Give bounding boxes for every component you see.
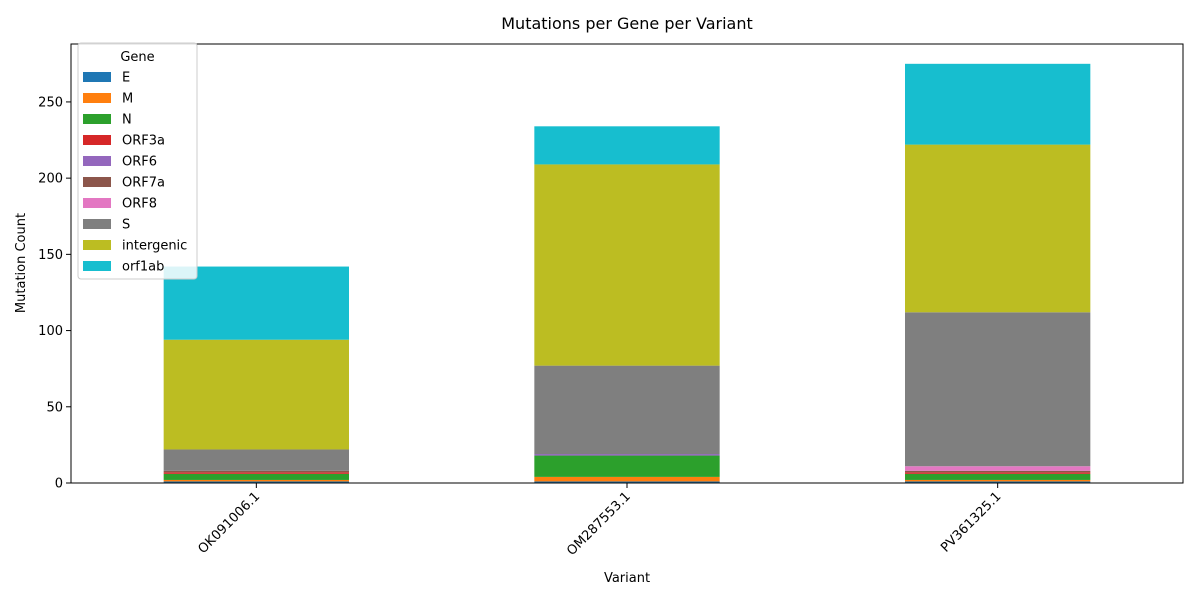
legend-label-intergenic: intergenic (122, 239, 187, 254)
legend-label-n: N (122, 113, 132, 128)
legend-label-e: E (122, 71, 130, 86)
legend-label-orf7a: ORF7a (122, 176, 165, 191)
bar-segment-m-2 (905, 479, 1091, 482)
bar-segment-intergenic-2 (905, 144, 1091, 313)
y-tick-label: 0 (55, 477, 63, 492)
legend-swatch-m (83, 93, 111, 103)
legend-swatch-e (83, 72, 111, 82)
legend-swatch-orf7a (83, 177, 111, 187)
bar-segment-s-2 (905, 312, 1091, 467)
legend-swatch-orf6 (83, 156, 111, 166)
legend-swatch-intergenic (83, 240, 111, 250)
legend-label-orf6: ORF6 (122, 155, 157, 170)
bar-segment-orf3a-2 (905, 472, 1091, 474)
legend-swatch-n (83, 114, 111, 124)
x-axis-title: Variant (604, 571, 650, 586)
bar-segment-orf7a-0 (163, 470, 349, 473)
y-axis-title: Mutation Count (14, 213, 29, 313)
legend-label-orf1ab: orf1ab (122, 260, 164, 275)
legend-label-orf8: ORF8 (122, 197, 157, 212)
y-tick-label: 50 (46, 400, 63, 415)
legend-label-s: S (122, 218, 130, 233)
bar-segment-e-0 (163, 481, 349, 483)
bar-segment-intergenic-0 (163, 339, 349, 450)
y-tick-label: 100 (38, 324, 63, 339)
bar-segment-orf1ab-1 (534, 126, 720, 165)
bar-segment-m-1 (534, 476, 720, 482)
y-tick-label: 150 (38, 248, 63, 263)
legend-title: Gene (120, 50, 154, 65)
bar-segment-n-0 (163, 473, 349, 480)
bar-segment-orf3a-0 (163, 472, 349, 474)
bar-segment-intergenic-1 (534, 164, 720, 366)
chart-title: Mutations per Gene per Variant (501, 14, 752, 33)
bar-segment-s-1 (534, 365, 720, 455)
y-tick-label: 200 (38, 172, 63, 187)
legend-label-orf3a: ORF3a (122, 134, 165, 149)
bars-layer (163, 63, 1091, 483)
legend-swatch-orf8 (83, 198, 111, 208)
bar-segment-e-2 (905, 481, 1091, 483)
legend-swatch-s (83, 219, 111, 229)
bar-segment-orf7a-2 (905, 470, 1091, 473)
plot-frame (70, 43, 1184, 484)
bar-segment-s-0 (163, 449, 349, 471)
y-axis: 0 50 100 150 200 250 (38, 95, 71, 492)
bar-segment-orf8-2 (905, 466, 1091, 471)
bar-segment-orf6-1 (534, 454, 720, 456)
bar-segment-m-0 (163, 479, 349, 482)
legend-swatch-orf1ab (83, 261, 111, 271)
bar-segment-orf1ab-2 (905, 63, 1091, 145)
legend-swatch-orf3a (83, 135, 111, 145)
bar-segment-e-1 (534, 481, 720, 483)
y-tick-label: 250 (38, 95, 63, 110)
legend-label-m: M (122, 92, 133, 107)
bar-segment-n-2 (905, 473, 1091, 480)
bar-segment-n-1 (534, 455, 720, 477)
